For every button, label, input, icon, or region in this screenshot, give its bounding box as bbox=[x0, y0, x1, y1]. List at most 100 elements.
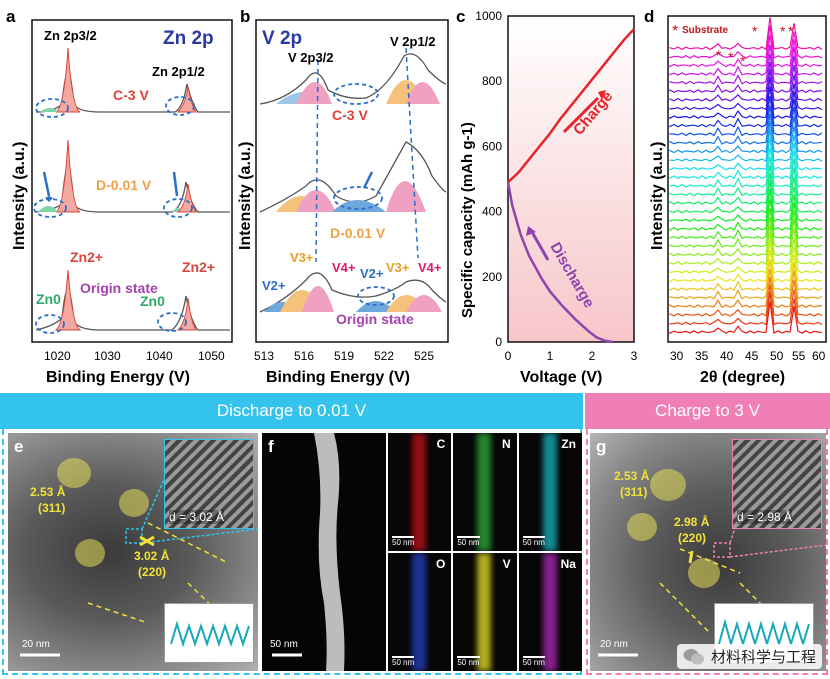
v-spectrum-c3v bbox=[259, 53, 447, 105]
tick-label: 3 bbox=[631, 349, 638, 363]
eds-scale-label: 50 nm bbox=[457, 656, 480, 667]
xrd-trace bbox=[669, 259, 823, 292]
substrate-star-icon: * bbox=[788, 23, 794, 39]
panel-letter-c: c bbox=[456, 7, 465, 26]
xrd-trace bbox=[669, 137, 823, 171]
eds-maps: C 50 nm N 50 nm Zn 50 nm O 50 nm V 50 nm Na 50 nm bbox=[388, 433, 582, 671]
xrd-trace bbox=[669, 249, 823, 283]
lattice-inset-g: d = 2.98 Å bbox=[732, 439, 822, 529]
eds-signal bbox=[412, 433, 426, 551]
eds-map-v: V 50 nm bbox=[453, 553, 517, 671]
letter-e: e bbox=[14, 437, 24, 456]
eds-element-label: C bbox=[436, 437, 446, 451]
series-line-discharge bbox=[506, 182, 614, 344]
xrd-trace bbox=[669, 240, 823, 274]
tick-label: 513 bbox=[254, 349, 274, 363]
x-axis-label-a: Binding Energy (V) bbox=[46, 369, 190, 386]
eds-signal bbox=[477, 553, 492, 671]
xrd-trace bbox=[669, 53, 823, 85]
xrd-traces bbox=[669, 17, 823, 335]
xrd-trace bbox=[669, 105, 823, 137]
eds-map-o: O 50 nm bbox=[388, 553, 452, 671]
lattice-label-e1: 2.53 Å bbox=[30, 485, 66, 499]
substrate-star-icon: * bbox=[716, 47, 722, 63]
xrd-trace bbox=[669, 44, 823, 77]
tick-label: 45 bbox=[745, 349, 759, 363]
tick-label: 1000 bbox=[475, 9, 502, 23]
x-ticks-b: 513 516 519 522 525 bbox=[254, 349, 434, 363]
peak-right-a: Zn 2p1/2 bbox=[152, 64, 205, 79]
xrd-trace bbox=[669, 61, 823, 94]
tem-image-g: g 2.53 Å (311) 2.98 Å (220) d = 2.98 Å 2… bbox=[590, 433, 826, 671]
state-origin-a: Origin state bbox=[80, 280, 158, 296]
tick-label: 30 bbox=[670, 349, 684, 363]
scale-bar-f: 50 nm bbox=[270, 639, 298, 650]
xrd-trace bbox=[669, 95, 823, 128]
spectrum-d001v bbox=[33, 139, 230, 218]
scale-bar-g: 20 nm bbox=[600, 639, 628, 650]
discharge-banner: Discharge to 0.01 V bbox=[0, 393, 583, 429]
xrd-trace bbox=[669, 173, 823, 205]
panel-a: a Zn 2p C-3 V D-0.01 V Zn2+ Zn2+ Zn0 Zn0… bbox=[6, 7, 233, 386]
y-axis-label-d: Intensity (a.u.) bbox=[649, 142, 666, 250]
tick-label: 200 bbox=[482, 270, 502, 284]
x-ticks-d: 30 35 40 45 50 55 60 bbox=[670, 349, 826, 363]
xrd-trace bbox=[669, 198, 823, 232]
eds-element-label: N bbox=[501, 437, 511, 451]
substrate-star-icon: * bbox=[672, 23, 678, 40]
xrd-trace bbox=[669, 121, 823, 154]
xrd-trace bbox=[669, 268, 823, 300]
lattice-label-e2: 3.02 Å bbox=[134, 549, 170, 563]
panel-a-title: Zn 2p bbox=[163, 28, 214, 49]
panel-b-title: V 2p bbox=[262, 28, 302, 49]
eds-scale-label: 50 nm bbox=[392, 536, 415, 547]
eds-map-n: N 50 nm bbox=[453, 433, 517, 551]
eds-signal bbox=[412, 553, 426, 671]
eds-element-label: Zn bbox=[561, 437, 576, 451]
eds-scale-label: 50 nm bbox=[522, 536, 545, 547]
tick-label: 35 bbox=[695, 349, 709, 363]
v-spectrum-d001v bbox=[259, 141, 447, 213]
profile-inset-e bbox=[164, 603, 254, 663]
eds-map-zn: Zn 50 nm bbox=[518, 433, 582, 551]
tick-label: 2 bbox=[589, 349, 596, 363]
y-axis-label-c: Specific capacity (mAh g-1) bbox=[459, 122, 476, 318]
peak-right-b: V 2p1/2 bbox=[390, 34, 436, 49]
tick-label: 50 bbox=[770, 349, 784, 363]
xrd-trace bbox=[669, 34, 823, 68]
xrd-trace bbox=[669, 284, 823, 317]
panel-letter-b: b bbox=[240, 7, 250, 26]
scale-bar-e: 20 nm bbox=[22, 639, 50, 650]
tick-label: 1 bbox=[547, 349, 554, 363]
x-ticks-a: 1020 1030 1040 1050 bbox=[44, 349, 225, 363]
v2-label-right: V2+ bbox=[360, 266, 384, 281]
xrd-trace bbox=[669, 147, 823, 180]
lattice-label-g2: 2.98 Å bbox=[674, 515, 710, 529]
v4-label-left: V4+ bbox=[332, 260, 356, 275]
plane-label-g2: (220) bbox=[678, 531, 707, 545]
watermark: 材料科学与工程 bbox=[676, 644, 822, 669]
eds-scale-label: 50 nm bbox=[392, 656, 415, 667]
xrd-trace bbox=[669, 128, 823, 163]
inset-d-e: d = 3.02 Å bbox=[169, 510, 225, 524]
xrd-trace bbox=[669, 217, 823, 249]
substrate-star-icon: * bbox=[740, 53, 746, 69]
tick-label: 400 bbox=[482, 205, 502, 219]
substrate-star-icon: * bbox=[752, 23, 758, 39]
x-axis-label-d: 2θ (degree) bbox=[700, 369, 785, 386]
tick-label: 525 bbox=[414, 349, 434, 363]
xrd-trace bbox=[669, 17, 823, 51]
eds-signal bbox=[542, 553, 557, 671]
series-line-charge bbox=[507, 28, 635, 184]
v2-label-left: V2+ bbox=[262, 278, 286, 293]
x-axis-label-b: Binding Energy (V) bbox=[266, 369, 410, 386]
state-c3v-a: C-3 V bbox=[113, 87, 149, 103]
xrd-trace bbox=[669, 180, 823, 214]
zn2-label-right: Zn2+ bbox=[182, 259, 215, 275]
letter-g: g bbox=[596, 437, 607, 456]
c-series bbox=[506, 28, 635, 344]
tick-label: 519 bbox=[334, 349, 354, 363]
tick-label: 1040 bbox=[146, 349, 173, 363]
eds-element-label: O bbox=[435, 557, 446, 571]
